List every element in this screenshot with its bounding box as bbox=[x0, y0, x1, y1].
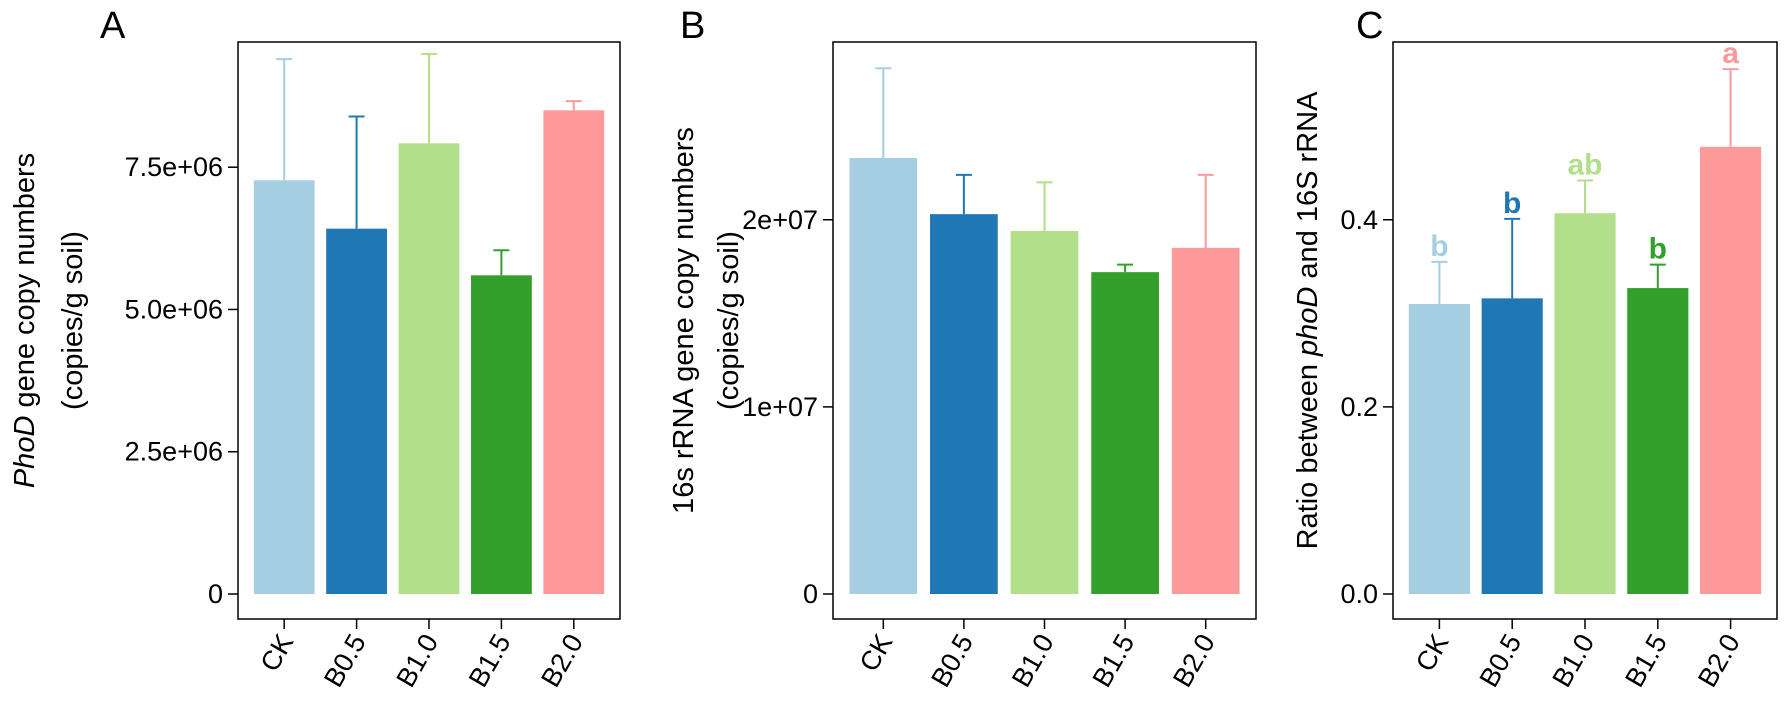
x-tick-label: B1.5 bbox=[1619, 629, 1673, 692]
x-tick-label: B2.0 bbox=[1167, 629, 1221, 692]
y-axis-title: PhoD gene copy numbers bbox=[9, 153, 41, 488]
y-tick-label: 0.2 bbox=[1340, 392, 1378, 422]
x-tick-label: CK bbox=[255, 629, 300, 676]
significance-letter: ab bbox=[1567, 148, 1602, 181]
bar-b05 bbox=[1481, 298, 1543, 594]
y-axis-title-italic: phoD bbox=[1292, 287, 1324, 357]
bar-b10 bbox=[398, 143, 460, 594]
y-tick-label: 2e+07 bbox=[742, 205, 818, 235]
panel-b: B 0 1e+07 2e+07 CK B0.5 B1.0 B1.5 B2.0 16s rRNA g… bbox=[668, 5, 1257, 692]
y-axis-title-line2: (copies/g soil) bbox=[713, 231, 745, 410]
x-tick-label: B1.5 bbox=[463, 629, 517, 692]
significance-letter: b bbox=[1503, 187, 1521, 220]
y-axis-title-italic: PhoD bbox=[9, 416, 41, 489]
x-tick-label: CK bbox=[854, 629, 899, 676]
bar-b05 bbox=[930, 214, 998, 594]
y-axis-title: 16s rRNA gene copy numbers bbox=[668, 127, 700, 514]
y-tick-label: 7.5e+06 bbox=[125, 152, 223, 182]
y-tick-label: 0.4 bbox=[1340, 205, 1378, 235]
panel-c: C 0.0 0.2 0.4 b CK b B0.5 ab B1.0 b B1.5 a B2.0 Ratio … bbox=[1292, 5, 1778, 692]
y-axis-title-part: and 16S rRNA bbox=[1292, 91, 1324, 287]
y-axis-title-part: gene copy numbers bbox=[9, 153, 41, 416]
bar-b20 bbox=[1171, 247, 1240, 594]
bar-b10 bbox=[1554, 213, 1616, 594]
significance-letter: b bbox=[1430, 230, 1448, 263]
bar-ck bbox=[849, 158, 918, 595]
panel-letter: A bbox=[100, 5, 126, 47]
x-tick-label: B1.0 bbox=[390, 629, 444, 692]
y-tick-label: 2.5e+06 bbox=[125, 437, 223, 467]
x-tick-label: B1.0 bbox=[1546, 629, 1600, 692]
x-tick-label: B2.0 bbox=[1692, 629, 1746, 692]
panel-a: A 0 2.5e+06 5.0e+06 7.5e+06 CK B0.5 B1.0 B1.5 B2.… bbox=[9, 5, 621, 692]
x-tick-label: B2.0 bbox=[535, 629, 589, 692]
bar-b05 bbox=[326, 228, 388, 594]
y-axis-title-part: Ratio between bbox=[1292, 356, 1324, 549]
y-axis-title-part: 16s rRNA gene copy numbers bbox=[668, 127, 700, 514]
panel-letter: B bbox=[680, 5, 705, 47]
panel-letter: C bbox=[1356, 5, 1383, 47]
x-tick-label: B0.5 bbox=[318, 629, 372, 692]
bar-ck bbox=[253, 180, 315, 594]
x-tick-label: B0.5 bbox=[1474, 629, 1528, 692]
bar-b15 bbox=[1627, 288, 1689, 594]
y-tick-label: 0.0 bbox=[1340, 579, 1378, 609]
x-tick-label: B0.5 bbox=[925, 629, 979, 692]
y-tick-label: 5.0e+06 bbox=[125, 294, 223, 324]
significance-letter: b bbox=[1649, 233, 1667, 266]
x-tick-label: B1.5 bbox=[1087, 629, 1141, 692]
bar-b15 bbox=[470, 275, 532, 594]
bar-b10 bbox=[1010, 230, 1079, 594]
bar-ck bbox=[1408, 303, 1470, 594]
bar-b20 bbox=[543, 110, 605, 594]
y-tick-label: 0 bbox=[208, 579, 223, 609]
y-axis-title: Ratio between phoD and 16S rRNA bbox=[1292, 91, 1324, 549]
bar-b20 bbox=[1700, 146, 1762, 594]
bar-b15 bbox=[1091, 272, 1159, 594]
x-tick-label: CK bbox=[1410, 629, 1455, 676]
y-tick-label: 1e+07 bbox=[742, 392, 818, 422]
significance-letter: a bbox=[1722, 37, 1739, 70]
x-tick-label: B1.0 bbox=[1006, 629, 1060, 692]
y-tick-label: 0 bbox=[803, 579, 818, 609]
y-axis-title-line2: (copies/g soil) bbox=[57, 231, 89, 410]
